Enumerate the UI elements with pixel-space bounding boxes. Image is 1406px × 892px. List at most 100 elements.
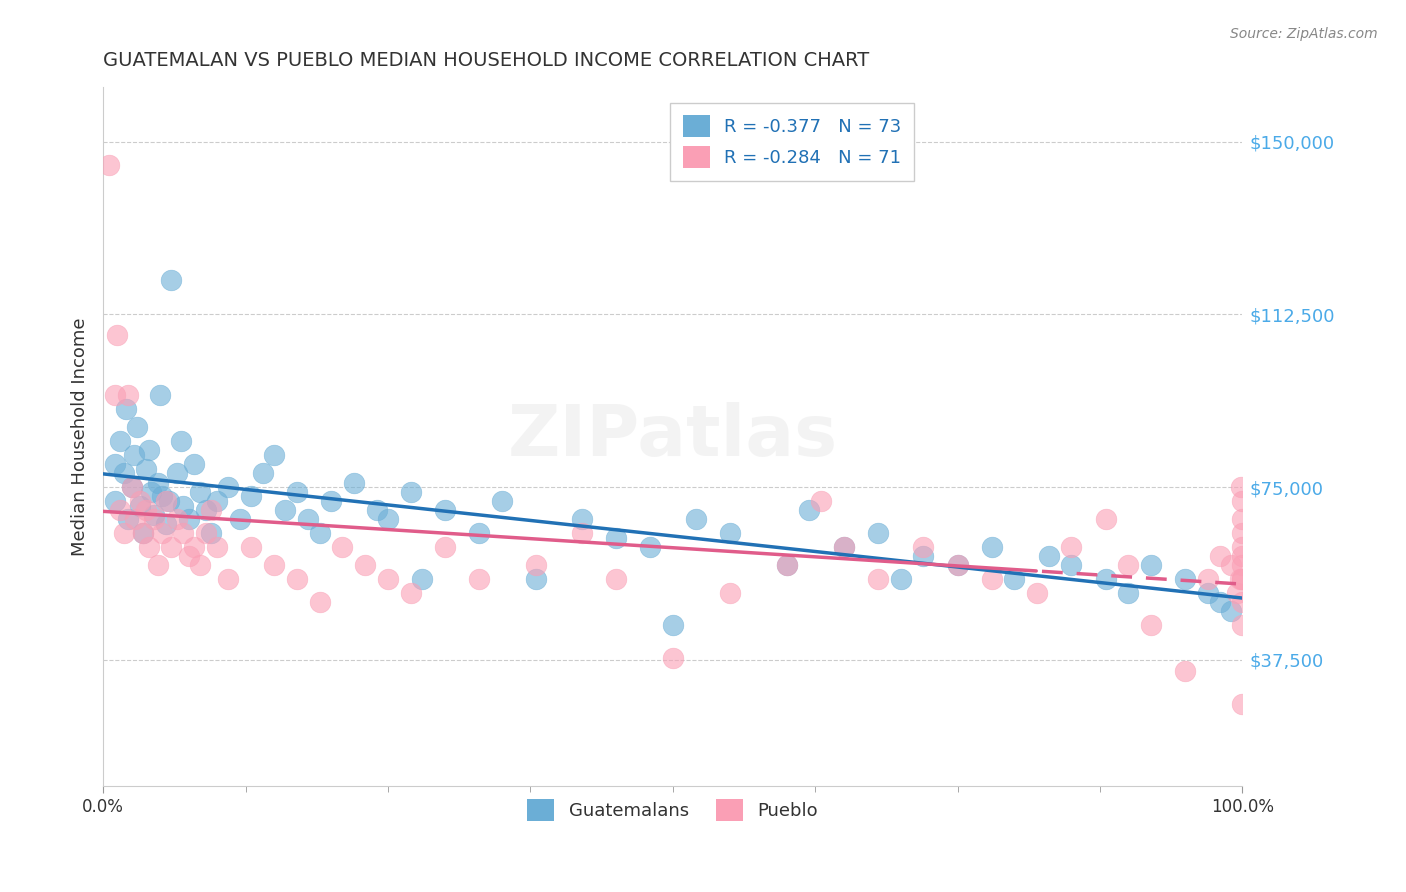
Point (319, 494, 342, 508)
Point (1094, 572, 1116, 586)
Point (103, 494, 125, 508)
Point (980, 540, 1002, 554)
Point (205, 494, 228, 508)
Point (139, 484, 162, 499)
Point (1094, 512, 1116, 526)
Point (946, 558, 969, 573)
Point (1230, 480, 1253, 494)
Point (354, 558, 377, 573)
Point (1232, 526, 1254, 541)
Point (155, 494, 177, 508)
Point (399, 484, 422, 499)
Point (132, 526, 155, 541)
Point (661, 618, 683, 632)
Point (183, 540, 205, 554)
Point (169, 434, 191, 449)
Point (124, 512, 146, 526)
Point (121, 480, 143, 494)
Point (188, 558, 211, 573)
Point (103, 457, 125, 471)
Point (1026, 586, 1049, 600)
Point (1208, 549, 1230, 564)
Point (377, 572, 399, 586)
Point (832, 540, 855, 554)
Point (1060, 540, 1083, 554)
Point (1038, 549, 1060, 564)
Point (217, 572, 239, 586)
Point (1197, 572, 1219, 586)
Point (112, 467, 135, 481)
Point (150, 489, 173, 503)
Text: GUATEMALAN VS PUEBLO MEDIAN HOUSEHOLD INCOME CORRELATION CHART: GUATEMALAN VS PUEBLO MEDIAN HOUSEHOLD IN… (103, 51, 869, 70)
Point (1232, 558, 1254, 573)
Point (263, 558, 285, 573)
Point (775, 558, 797, 573)
Point (718, 586, 741, 600)
Point (117, 388, 139, 402)
Point (1232, 549, 1254, 564)
Point (217, 480, 239, 494)
Point (128, 494, 150, 508)
Point (685, 512, 707, 526)
Point (177, 549, 200, 564)
Point (1118, 558, 1140, 573)
Point (366, 503, 388, 517)
Point (832, 540, 855, 554)
Point (1229, 572, 1251, 586)
Point (155, 516, 177, 531)
Point (138, 443, 160, 458)
Point (1174, 572, 1197, 586)
Point (866, 526, 889, 541)
Point (1174, 665, 1197, 679)
Point (160, 273, 183, 287)
Point (143, 508, 166, 522)
Point (330, 540, 353, 554)
Point (524, 572, 547, 586)
Point (112, 526, 135, 541)
Point (638, 540, 661, 554)
Point (343, 475, 366, 490)
Point (890, 572, 912, 586)
Point (135, 461, 157, 475)
Point (146, 558, 169, 573)
Point (146, 475, 169, 490)
Text: ZIPatlas: ZIPatlas (508, 402, 838, 471)
Point (110, 434, 132, 449)
Point (127, 420, 149, 434)
Point (799, 503, 821, 517)
Point (121, 480, 143, 494)
Point (661, 650, 683, 665)
Point (132, 526, 155, 541)
Y-axis label: Median Household Income: Median Household Income (72, 318, 89, 556)
Point (117, 512, 139, 526)
Point (172, 526, 194, 541)
Point (1060, 558, 1083, 573)
Legend: Guatemalans, Pueblo: Guatemalans, Pueblo (515, 786, 831, 833)
Point (194, 503, 217, 517)
Point (1140, 618, 1163, 632)
Point (205, 540, 228, 554)
Point (183, 457, 205, 471)
Point (166, 512, 188, 526)
Point (524, 558, 547, 573)
Point (912, 540, 935, 554)
Point (1232, 494, 1254, 508)
Point (143, 512, 166, 526)
Text: Source: ZipAtlas.com: Source: ZipAtlas.com (1230, 27, 1378, 41)
Point (866, 572, 889, 586)
Point (1226, 586, 1249, 600)
Point (605, 572, 627, 586)
Point (240, 489, 263, 503)
Point (1232, 540, 1254, 554)
Point (149, 388, 172, 402)
Point (605, 531, 627, 545)
Point (399, 586, 422, 600)
Point (285, 572, 308, 586)
Point (285, 484, 308, 499)
Point (1232, 697, 1254, 711)
Point (122, 448, 145, 462)
Point (571, 512, 593, 526)
Point (229, 512, 252, 526)
Point (468, 572, 491, 586)
Point (1118, 586, 1140, 600)
